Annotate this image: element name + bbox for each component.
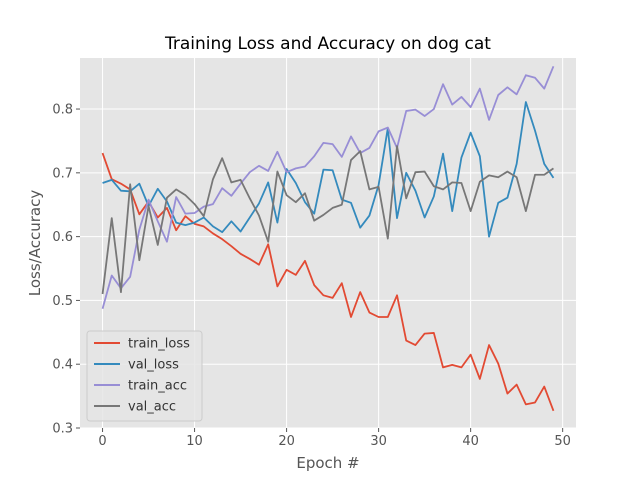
legend-label-train-loss: train_loss [128,337,190,352]
x-tick-label: 10 [186,434,203,449]
y-tick-label: 0.8 [52,103,73,118]
x-tick-label: 20 [278,434,295,449]
chart-title: Training Loss and Accuracy on dog cat [164,34,491,54]
axis-ticks: 0 10 20 30 40 50 0.3 0.4 0.5 0.6 0.7 0.8 [52,103,571,449]
series-line-val-loss [102,101,555,238]
x-tick-label: 0 [98,434,106,449]
y-tick-label: 0.5 [52,294,73,309]
x-tick-label: 50 [554,434,571,449]
x-tick-label: 40 [462,434,479,449]
y-tick-label: 0.7 [52,166,73,181]
legend-label-val-acc: val_acc [128,400,176,415]
series-line-train-loss [101,152,555,412]
series-lines [101,65,555,412]
legend: train_loss val_loss train_acc val_acc [86,330,203,422]
x-tick-label: 30 [370,434,387,449]
y-axis-label: Loss/Accuracy [26,190,44,297]
series-line-train-acc [101,65,555,309]
x-axis-label: Epoch # [296,454,359,472]
legend-label-train-acc: train_acc [128,379,187,394]
series-line-val-acc [101,145,554,295]
y-tick-label: 0.4 [52,358,73,373]
y-tick-label: 0.3 [52,422,73,437]
legend-box [86,330,203,422]
y-tick-label: 0.6 [52,230,73,245]
legend-label-val-loss: val_loss [128,358,179,373]
